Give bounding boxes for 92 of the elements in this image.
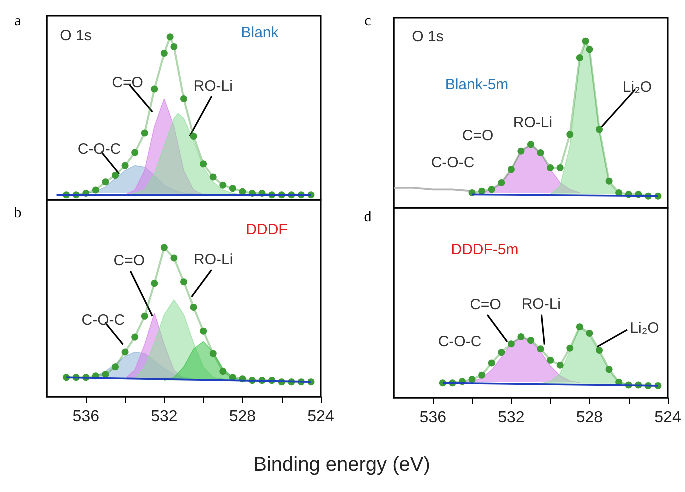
text: c (364, 14, 372, 30)
x-tick-label: 528 (576, 410, 604, 426)
point (547, 356, 554, 364)
point (556, 362, 564, 369)
point (229, 185, 236, 192)
point (576, 324, 584, 331)
point (210, 174, 217, 181)
annotation: RO-Li (513, 114, 553, 132)
annotation: C=O (112, 74, 144, 92)
point (547, 164, 554, 172)
point (190, 304, 198, 311)
point (518, 148, 525, 155)
point (160, 244, 168, 252)
point (508, 340, 515, 348)
x-tick-label: 532 (151, 408, 178, 426)
point (151, 280, 158, 288)
point (606, 366, 613, 374)
point (556, 164, 564, 172)
point (122, 348, 129, 356)
point (586, 330, 594, 337)
point (596, 347, 603, 354)
point (112, 364, 119, 371)
point (102, 371, 110, 378)
point (180, 278, 188, 286)
annotation: Li₂O (622, 78, 652, 96)
point (166, 34, 174, 41)
point (468, 376, 476, 384)
point (102, 178, 110, 186)
annotation: Li₂O (630, 320, 660, 337)
point (220, 182, 227, 189)
annotation: O 1s (60, 28, 92, 44)
point (170, 43, 178, 50)
point (112, 172, 119, 180)
chart-title: Blank (241, 24, 279, 42)
point (576, 54, 584, 62)
point (508, 166, 515, 174)
annotation: O 1s (412, 28, 444, 46)
annotation: C=O (462, 128, 494, 144)
point (200, 328, 208, 335)
point (498, 180, 506, 186)
x-tick-label: 536 (420, 410, 447, 426)
point (478, 372, 486, 379)
point (180, 96, 188, 103)
point (200, 160, 208, 168)
point (478, 188, 486, 195)
point (566, 131, 574, 138)
point (190, 132, 198, 140)
point (537, 346, 544, 353)
annotation: RO-Li (194, 252, 234, 269)
point (132, 334, 139, 341)
point (528, 141, 534, 148)
point (122, 162, 129, 170)
point (537, 150, 544, 156)
annotation: C=O (114, 252, 145, 270)
annotation: C=O (470, 296, 502, 314)
point (141, 312, 148, 320)
point (141, 130, 148, 137)
annotation: C-O-C (438, 334, 482, 350)
point (498, 349, 506, 356)
point (210, 350, 217, 358)
point (92, 186, 100, 194)
x-tick-label: 532 (498, 410, 525, 426)
annotation: C-O-C (78, 141, 122, 158)
x-tick-label: 524 (654, 410, 682, 426)
x-axis-title: Binding energy (eV) (254, 454, 430, 476)
annotation: RO-Li (194, 78, 233, 95)
point (606, 178, 613, 185)
point (170, 254, 178, 262)
chart-title: DDDF-5m (451, 242, 519, 258)
point (566, 344, 574, 352)
text: Blank-5m (445, 76, 509, 94)
point (528, 337, 534, 344)
point (518, 334, 525, 341)
point (488, 360, 496, 367)
point (220, 368, 227, 376)
point (151, 86, 158, 93)
annotation: RO-Li (522, 296, 561, 313)
chart-title: DDDF (246, 222, 288, 238)
annotation: C-O-C (431, 154, 475, 172)
text: a (14, 14, 22, 30)
x-tick-label: 524 (308, 408, 334, 426)
text: b (14, 206, 22, 222)
x-tick-label: 536 (72, 408, 100, 426)
point (596, 126, 603, 134)
point (132, 149, 139, 156)
point (586, 46, 594, 54)
point (582, 38, 590, 45)
annotation: C-O-C (82, 312, 126, 329)
point (488, 186, 496, 194)
point (160, 50, 168, 57)
x-tick-label: 528 (229, 408, 256, 426)
text: d (364, 210, 372, 226)
